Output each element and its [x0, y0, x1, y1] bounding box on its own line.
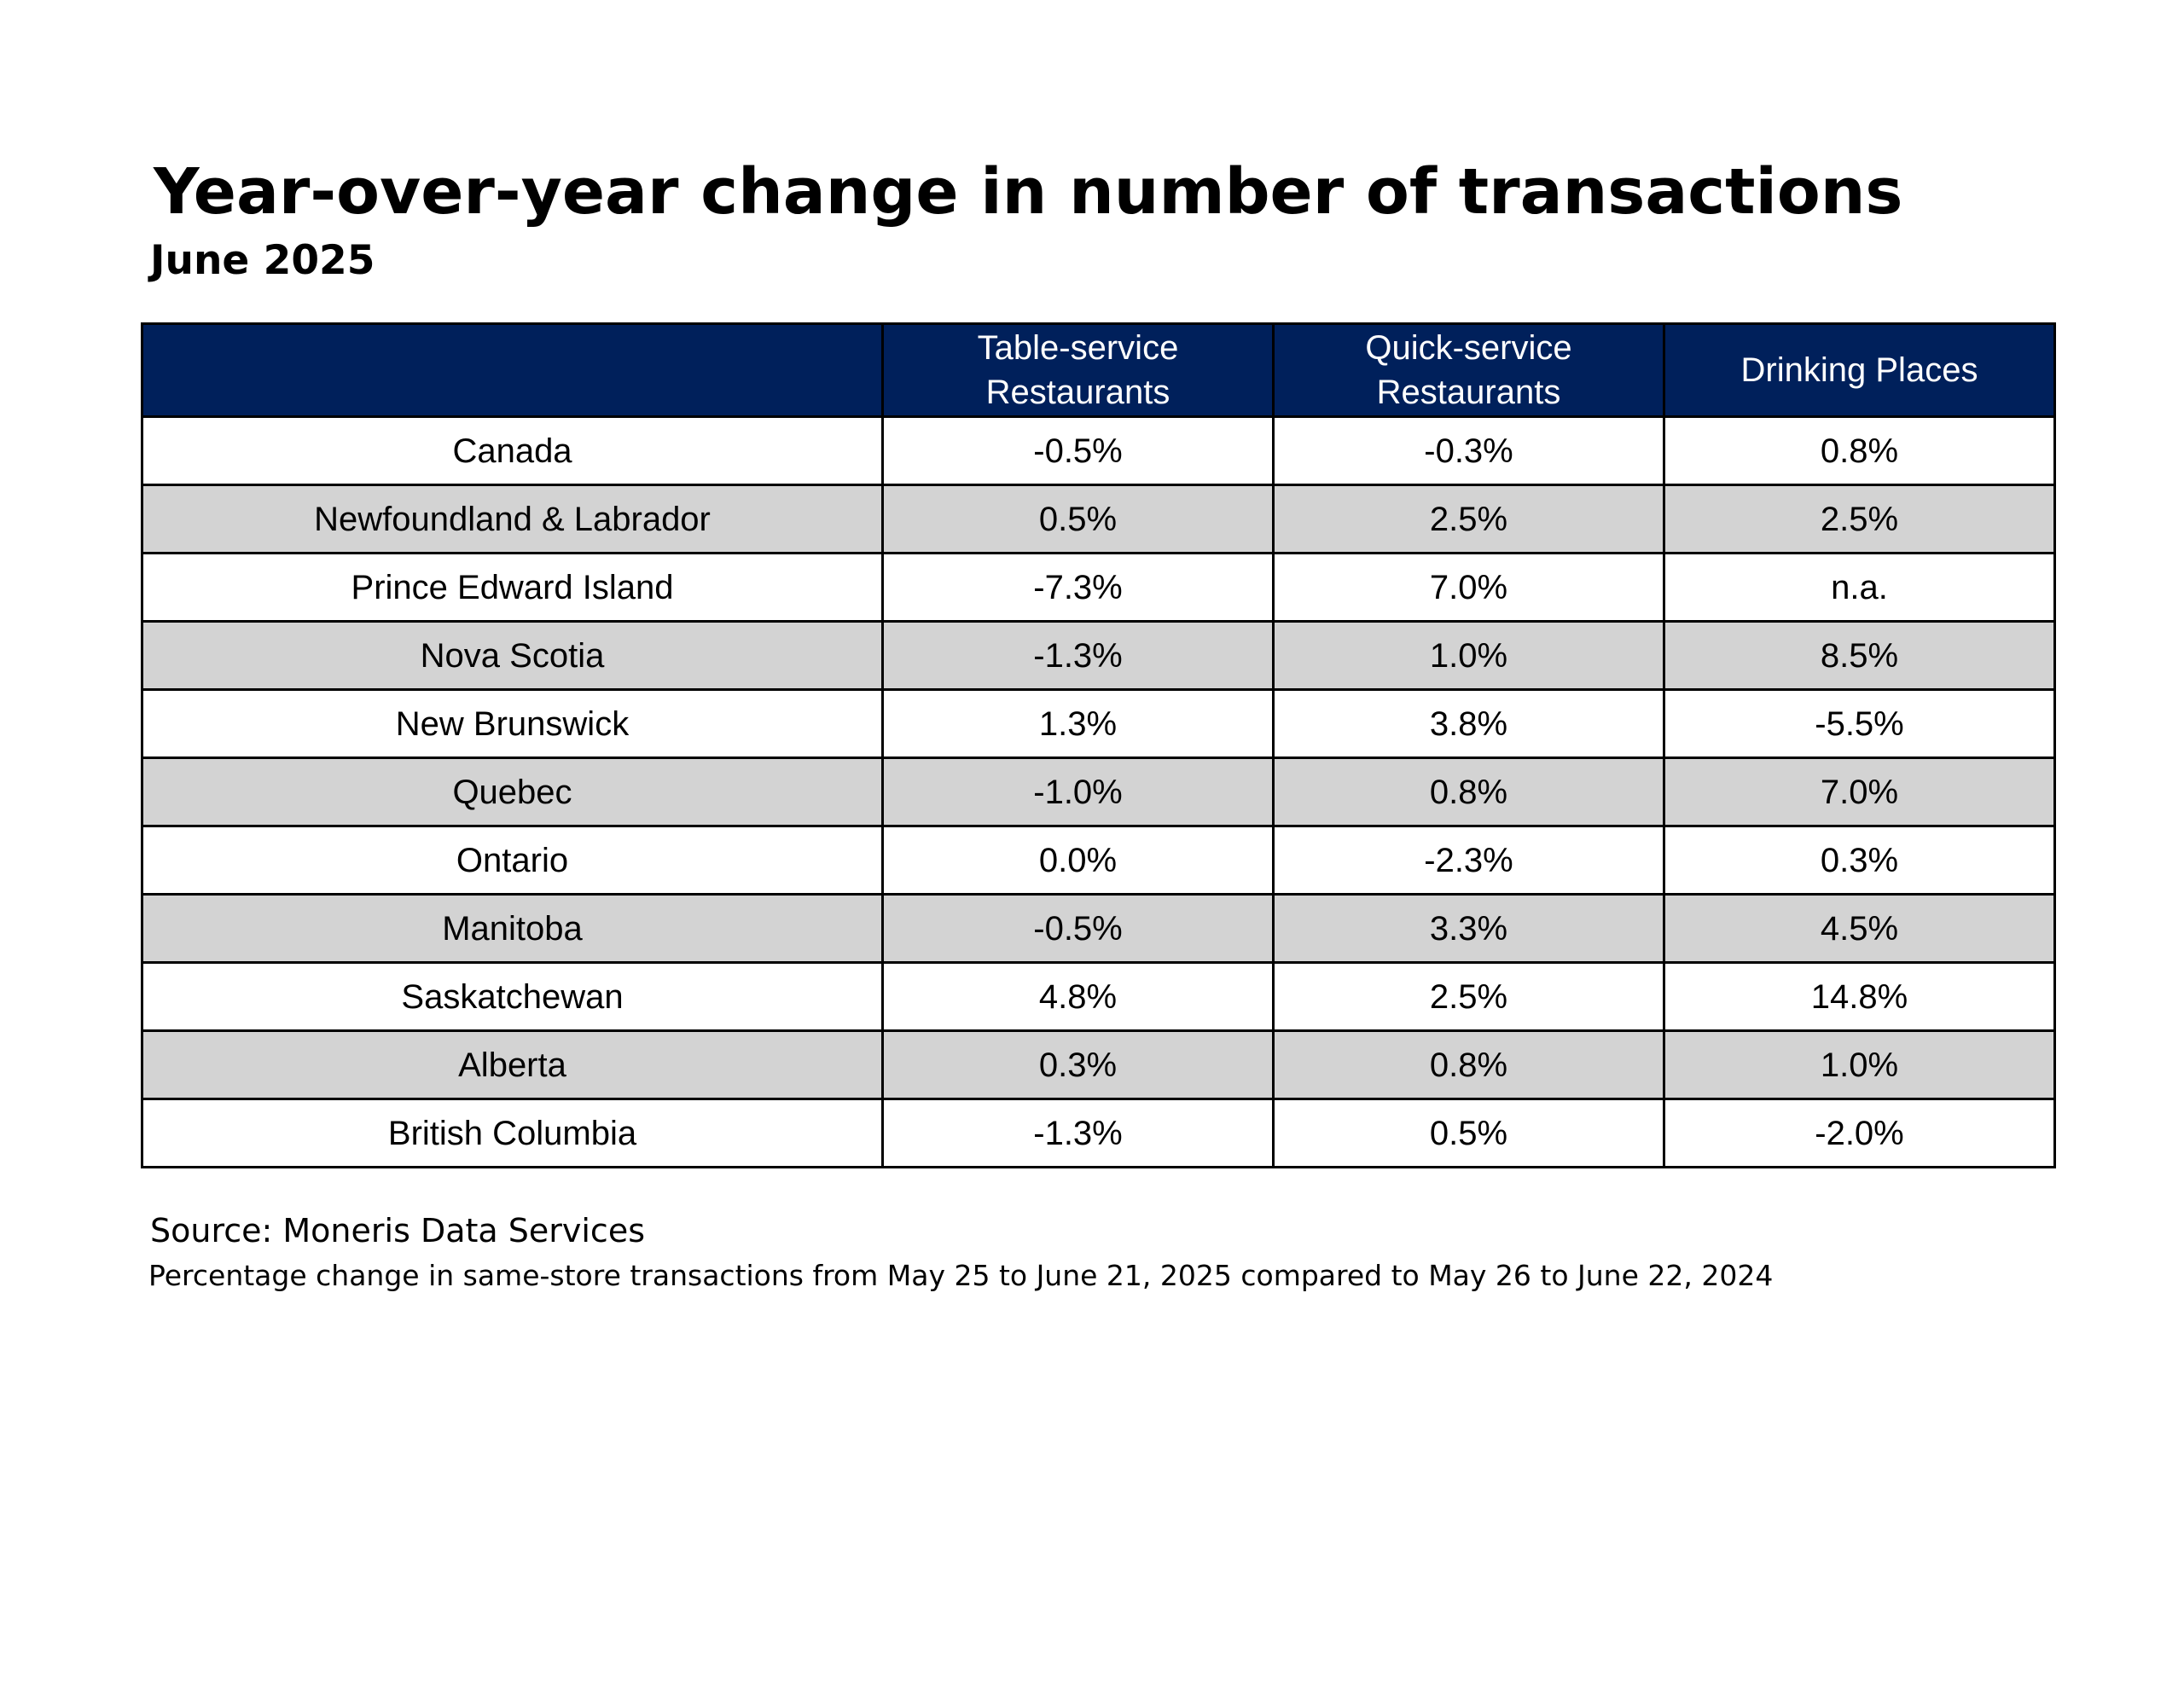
drinking-places-value: 0.3%	[1663, 825, 2056, 896]
table-row: Nova Scotia -1.3% 1.0% 8.5%	[141, 620, 2056, 691]
table-row: Manitoba -0.5% 3.3% 4.5%	[141, 893, 2056, 964]
region-cell: Ontario	[141, 825, 884, 896]
region-cell: Nova Scotia	[141, 620, 884, 691]
table-service-value: -7.3%	[881, 552, 1275, 623]
table-row: Alberta 0.3% 0.8% 1.0%	[141, 1029, 2056, 1100]
drinking-places-value: -2.0%	[1663, 1098, 2056, 1168]
quick-service-value: -0.3%	[1272, 415, 1665, 486]
table-row: New Brunswick 1.3% 3.8% -5.5%	[141, 688, 2056, 759]
region-cell: Saskatchewan	[141, 961, 884, 1032]
quick-service-value: -2.3%	[1272, 825, 1665, 896]
table-service-value: -1.3%	[881, 1098, 1275, 1168]
header-row: Table-service Restaurants Quick-service R…	[141, 322, 2056, 418]
region-cell: New Brunswick	[141, 688, 884, 759]
table-row: British Columbia -1.3% 0.5% -2.0%	[141, 1098, 2056, 1168]
table-service-value: 1.3%	[881, 688, 1275, 759]
drinking-places-value: 8.5%	[1663, 620, 2056, 691]
chart-title: Year-over-year change in number of trans…	[154, 155, 1903, 229]
region-cell: Canada	[141, 415, 884, 486]
table-service-value: -0.5%	[881, 415, 1275, 486]
header-table-service: Table-service Restaurants	[881, 322, 1275, 418]
quick-service-value: 0.8%	[1272, 757, 1665, 827]
drinking-places-value: 0.8%	[1663, 415, 2056, 486]
quick-service-value: 0.8%	[1272, 1029, 1665, 1100]
footnote: Percentage change in same-store transact…	[148, 1259, 1774, 1292]
quick-service-value: 3.3%	[1272, 893, 1665, 964]
quick-service-value: 7.0%	[1272, 552, 1665, 623]
region-cell: Manitoba	[141, 893, 884, 964]
table-row: Saskatchewan 4.8% 2.5% 14.8%	[141, 961, 2056, 1032]
drinking-places-value: 14.8%	[1663, 961, 2056, 1032]
quick-service-value: 3.8%	[1272, 688, 1665, 759]
transactions-table: Table-service Restaurants Quick-service R…	[141, 322, 2056, 1168]
table-row: Newfoundland & Labrador 0.5% 2.5% 2.5%	[141, 484, 2056, 554]
table-row: Ontario 0.0% -2.3% 0.3%	[141, 825, 2056, 896]
table-service-value: 0.3%	[881, 1029, 1275, 1100]
drinking-places-value: 2.5%	[1663, 484, 2056, 554]
table-row: Prince Edward Island -7.3% 7.0% n.a.	[141, 552, 2056, 623]
header-drinking-places: Drinking Places	[1663, 322, 2056, 418]
table-row: Quebec -1.0% 0.8% 7.0%	[141, 757, 2056, 827]
drinking-places-value: 1.0%	[1663, 1029, 2056, 1100]
chart-subtitle: June 2025	[150, 237, 375, 284]
table-service-value: -1.3%	[881, 620, 1275, 691]
region-cell: Newfoundland & Labrador	[141, 484, 884, 554]
table-service-value: -1.0%	[881, 757, 1275, 827]
table-row: Canada -0.5% -0.3% 0.8%	[141, 415, 2056, 486]
drinking-places-value: -5.5%	[1663, 688, 2056, 759]
source-label: Source: Moneris Data Services	[150, 1212, 646, 1249]
table-service-value: -0.5%	[881, 893, 1275, 964]
region-cell: Quebec	[141, 757, 884, 827]
region-cell: Alberta	[141, 1029, 884, 1100]
table-service-value: 0.0%	[881, 825, 1275, 896]
header-region	[141, 322, 884, 418]
region-cell: Prince Edward Island	[141, 552, 884, 623]
table-header: Table-service Restaurants Quick-service R…	[141, 322, 2056, 418]
drinking-places-value: n.a.	[1663, 552, 2056, 623]
drinking-places-value: 4.5%	[1663, 893, 2056, 964]
quick-service-value: 1.0%	[1272, 620, 1665, 691]
header-quick-service: Quick-service Restaurants	[1272, 322, 1665, 418]
quick-service-value: 2.5%	[1272, 961, 1665, 1032]
drinking-places-value: 7.0%	[1663, 757, 2056, 827]
quick-service-value: 2.5%	[1272, 484, 1665, 554]
region-cell: British Columbia	[141, 1098, 884, 1168]
table-body: Canada -0.5% -0.3% 0.8% Newfoundland & Labra…	[141, 415, 2056, 1168]
table-service-value: 4.8%	[881, 961, 1275, 1032]
quick-service-value: 0.5%	[1272, 1098, 1665, 1168]
table-service-value: 0.5%	[881, 484, 1275, 554]
